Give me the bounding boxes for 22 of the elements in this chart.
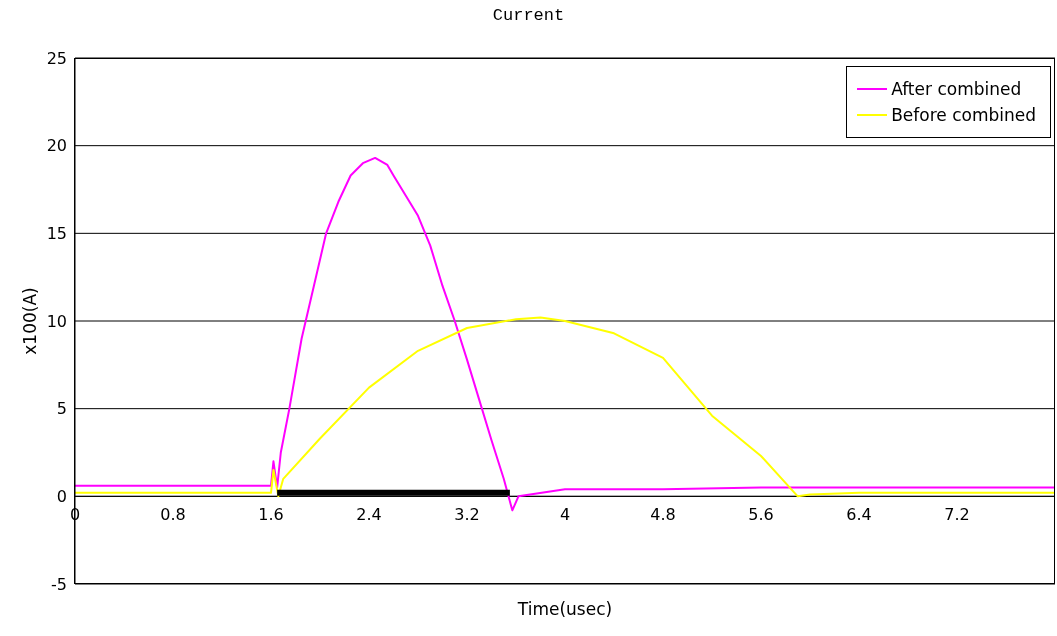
x-axis-title: Time(usec) [516, 599, 613, 620]
x-tick-label: 4.8 [650, 505, 676, 525]
x-tick-label: 6.4 [846, 505, 872, 525]
legend-label: Before combined [891, 105, 1036, 125]
legend-label: After combined [891, 79, 1022, 99]
y-tick-label: 10 [46, 311, 67, 331]
x-tick-label: 5.6 [748, 505, 774, 525]
y-tick-label: 5 [56, 399, 67, 419]
x-tick-label: 3.2 [454, 505, 480, 525]
y-tick-label: 15 [46, 224, 67, 244]
y-tick-label: -5 [51, 574, 67, 594]
x-tick-label: 0.8 [160, 505, 186, 525]
y-tick-label: 0 [56, 487, 67, 507]
chart-title: Current [491, 6, 566, 25]
x-tick-label: 4 [559, 505, 571, 525]
line-series [75, 316, 1055, 498]
y-tick-label: 25 [46, 48, 67, 68]
y-axis-title: x100(A) [20, 287, 41, 355]
x-tick-label: 2.4 [356, 505, 382, 525]
x-tick-label: 7.2 [944, 505, 970, 525]
x-tick-label: 1.6 [258, 505, 284, 525]
y-tick-label: 20 [46, 136, 67, 156]
